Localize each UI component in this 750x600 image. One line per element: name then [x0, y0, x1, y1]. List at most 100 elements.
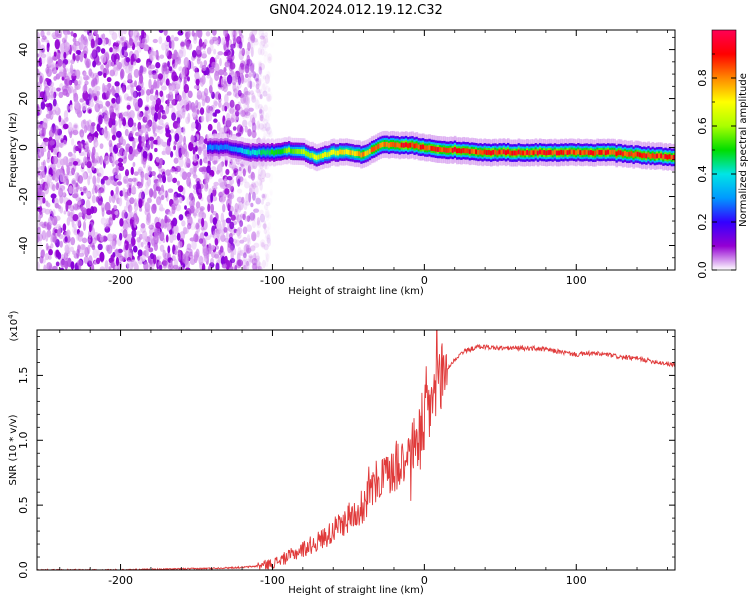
noise-cell — [79, 129, 85, 138]
noise-cell — [210, 36, 214, 44]
noise-cell — [37, 89, 40, 99]
noise-cell — [192, 169, 197, 177]
noise-cell — [201, 217, 205, 228]
noise-cell — [52, 109, 57, 115]
carrier-cell — [517, 149, 521, 155]
carrier-cell — [434, 146, 438, 152]
noise-cell — [89, 170, 93, 180]
noise-cell — [185, 151, 189, 159]
noise-cell — [226, 74, 233, 85]
noise-cell — [232, 30, 237, 39]
noise-cell — [101, 207, 105, 218]
noise-cell — [243, 211, 247, 216]
noise-cell — [50, 193, 57, 199]
noise-cell — [114, 210, 119, 215]
noise-cell — [206, 74, 211, 79]
noise-cell — [111, 112, 117, 117]
snr-y-tick-label: 1.0 — [17, 432, 30, 450]
noise-cell — [244, 181, 250, 189]
noise-cell — [72, 160, 79, 166]
noise-cell — [242, 119, 248, 128]
noise-cell — [171, 204, 176, 215]
noise-cell — [76, 259, 83, 267]
noise-cell — [62, 88, 68, 96]
noise-cell — [149, 152, 153, 162]
carrier-cell — [364, 151, 368, 157]
noise-cell — [224, 93, 229, 104]
noise-cell — [104, 259, 109, 270]
noise-cell — [108, 217, 113, 226]
noise-cell — [136, 32, 140, 39]
noise-cell — [192, 146, 196, 156]
carrier-cell — [226, 144, 229, 150]
noise-cell — [132, 147, 136, 158]
noise-cell — [78, 264, 82, 270]
noise-cell — [174, 249, 178, 256]
carrier-cell — [570, 149, 574, 155]
noise-cell — [260, 124, 266, 133]
noise-cell — [241, 259, 248, 270]
noise-cell — [41, 207, 47, 213]
carrier-cell — [666, 154, 670, 160]
noise-cell — [198, 238, 204, 244]
noise-cell — [131, 224, 138, 231]
noise-cell — [216, 54, 220, 60]
carrier-cell — [664, 153, 667, 159]
noise-cell — [224, 188, 230, 195]
noise-cell — [244, 109, 251, 119]
carrier-cell — [530, 150, 533, 156]
snr-y-ticks: 0.0 0.5 1.0 1.5 — [17, 336, 675, 579]
carrier-cell — [621, 151, 625, 157]
noise-cell — [62, 156, 69, 166]
noise-cell — [117, 151, 123, 157]
noise-cell — [70, 236, 76, 246]
noise-cell — [92, 60, 97, 68]
noise-cell — [248, 107, 254, 112]
noise-cell — [244, 66, 250, 74]
spectrogram-x-tick-label: -100 — [260, 274, 285, 287]
noise-cell — [97, 188, 103, 194]
noise-cell — [237, 75, 242, 86]
carrier-cell — [451, 147, 455, 153]
noise-cell — [140, 223, 146, 229]
colorbar-gradient — [711, 29, 737, 271]
noise-cell — [108, 266, 112, 270]
noise-cell — [181, 171, 188, 180]
spectrogram-x-tick-label: -200 — [108, 274, 133, 287]
noise-cell — [37, 206, 43, 212]
noise-cell — [232, 36, 237, 43]
noise-cell — [215, 262, 220, 270]
noise-cell — [186, 157, 191, 168]
noise-cell — [196, 58, 201, 65]
carrier-cell — [615, 151, 619, 157]
noise-cell — [94, 74, 99, 85]
noise-cell — [171, 97, 176, 106]
noise-cell — [52, 98, 57, 107]
noise-cell — [156, 125, 163, 130]
noise-cell — [243, 95, 250, 105]
noise-cell — [155, 62, 161, 69]
carrier-cell — [351, 150, 355, 156]
noise-cell — [236, 188, 243, 194]
carrier-cell — [587, 150, 591, 156]
noise-cell — [265, 211, 270, 222]
noise-cell — [70, 138, 75, 146]
noise-cell — [198, 188, 203, 194]
snr-y-tick-label: 0.5 — [17, 496, 30, 514]
noise-cell — [115, 58, 119, 66]
noise-cell — [62, 223, 67, 232]
noise-cell — [261, 120, 265, 131]
noise-cell — [240, 213, 244, 218]
noise-cell — [87, 149, 91, 158]
noise-cell — [247, 89, 251, 97]
noise-cell — [104, 226, 111, 233]
carrier-cell — [300, 149, 304, 155]
noise-cell — [46, 56, 53, 66]
noise-cell — [264, 112, 270, 124]
noise-cell — [45, 77, 50, 82]
noise-cell — [260, 48, 265, 56]
noise-cell — [103, 84, 109, 91]
noise-cell — [97, 167, 104, 178]
carrier-cell — [392, 141, 395, 147]
carrier-cell — [498, 149, 502, 155]
